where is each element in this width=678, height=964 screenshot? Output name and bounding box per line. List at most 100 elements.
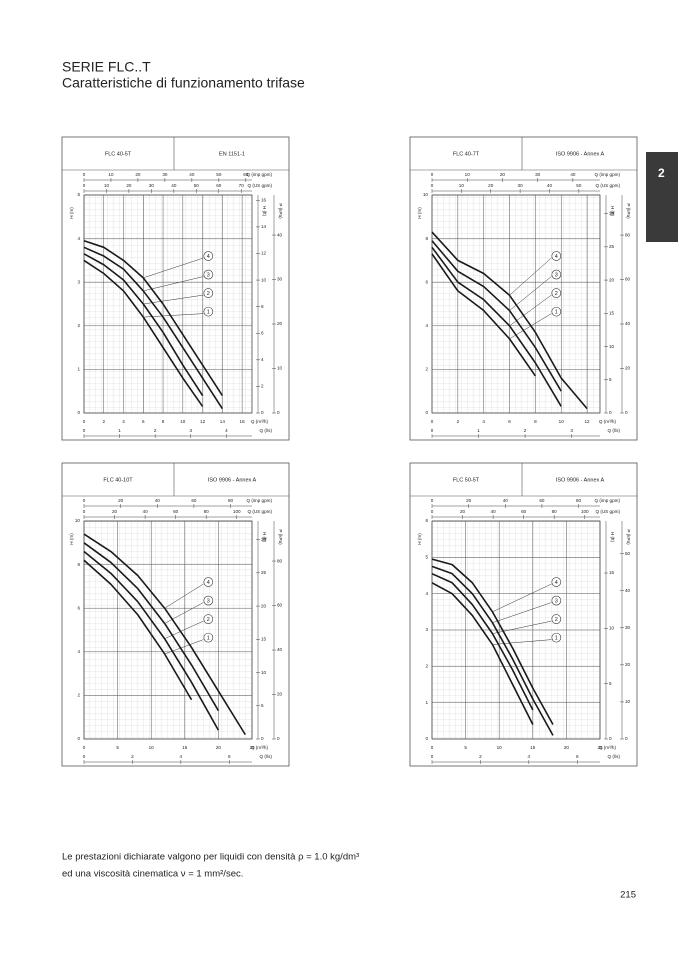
- pump-curve: [83, 253, 204, 396]
- tick-label: 2: [479, 754, 482, 759]
- curve-badge: [551, 577, 562, 587]
- x-tick-label: 0: [431, 419, 434, 424]
- tick-label: 30: [261, 537, 267, 542]
- tick-label: 40: [155, 498, 161, 503]
- tick-label: 0: [625, 410, 628, 415]
- tick-label: 20: [466, 498, 472, 503]
- axis-title: H (ft): [610, 532, 615, 543]
- y-tick-label: 1: [77, 367, 80, 372]
- pump-curve: [83, 240, 224, 396]
- x-tick-label: 15: [530, 745, 536, 750]
- footer-note: ed una viscosità cinematica ν = 1 mm²/se…: [62, 869, 243, 880]
- x-tick-label: 25: [249, 745, 255, 750]
- pump-curve: [83, 246, 224, 410]
- x-tick-label: 16: [240, 419, 246, 424]
- y-axis-title: H (m): [69, 533, 74, 545]
- leader-line: [143, 257, 204, 279]
- tick-label: 20: [460, 509, 466, 514]
- tick-label: 10: [609, 626, 615, 631]
- x-tick-label: 8: [534, 419, 537, 424]
- tick-label: 25: [261, 570, 267, 575]
- x-tick-label: 20: [564, 745, 570, 750]
- curve-label: 2: [555, 291, 558, 297]
- leader-line: [164, 602, 204, 624]
- tick-label: 6: [261, 330, 264, 335]
- tick-label: 50: [194, 183, 200, 188]
- tick-label: 0: [431, 428, 434, 433]
- tick-label: 80: [277, 558, 283, 563]
- x-tick-label: 10: [149, 745, 155, 750]
- curve-badge: [551, 595, 562, 606]
- tick-label: 0: [431, 754, 434, 759]
- tick-label: 6: [228, 754, 231, 759]
- axis-title: H (ft): [610, 206, 615, 217]
- chart-title: FLC 40-10T: [103, 477, 133, 483]
- tick-label: 5: [261, 703, 264, 708]
- leader-line: [492, 602, 552, 623]
- tick-label: 20: [625, 366, 631, 371]
- tick-label: 2: [524, 428, 527, 433]
- tick-label: 40: [277, 647, 283, 652]
- curve-badge: [551, 632, 562, 643]
- curve-badge: [551, 269, 562, 280]
- pump-curve: [431, 240, 562, 392]
- curve-badge: [551, 614, 562, 624]
- leader-line: [143, 313, 204, 318]
- tick-label: 0: [609, 410, 612, 415]
- tick-label: 1: [118, 428, 121, 433]
- y-tick-label: 0: [77, 410, 80, 415]
- x-tick-label: 4: [482, 419, 485, 424]
- tick-label: 2: [154, 428, 157, 433]
- curve-label: 2: [207, 291, 210, 297]
- axis-title: Q (imp gpm): [594, 498, 620, 503]
- leader-line: [164, 620, 204, 639]
- tick-label: 0: [83, 498, 86, 503]
- x-tick-label: 10: [559, 419, 565, 424]
- y-tick-label: 2: [425, 664, 428, 669]
- y-tick-label: 5: [425, 555, 428, 560]
- tick-label: 5: [609, 681, 612, 686]
- pump-curve: [83, 542, 220, 712]
- y-tick-label: 4: [77, 236, 80, 241]
- axis-title: Q (US gpm): [247, 509, 272, 514]
- tick-label: 80: [576, 498, 582, 503]
- y-tick-label: 3: [77, 279, 80, 284]
- x-tick-label: 0: [83, 745, 86, 750]
- tick-label: 50: [216, 172, 222, 177]
- tick-label: 14: [261, 224, 267, 229]
- chart-standard: ISO 9906 - Annex A: [208, 477, 257, 483]
- chart-frame: [61, 462, 290, 767]
- x-tick-label: 10: [180, 419, 186, 424]
- tick-label: 20: [625, 662, 631, 667]
- y-tick-label: 0: [77, 736, 80, 741]
- chart-standard: EN 1151-1: [219, 151, 245, 157]
- tick-label: 40: [625, 321, 631, 326]
- curve-label: 1: [555, 635, 558, 641]
- tick-label: 10: [261, 670, 267, 675]
- leader-line: [492, 583, 552, 613]
- axis-title: Q (l/s): [259, 754, 272, 759]
- axis-title: H (ft): [262, 532, 267, 543]
- pump-curve: [83, 259, 204, 407]
- curve-label: 2: [207, 617, 210, 623]
- tick-label: 60: [191, 498, 197, 503]
- x-tick-label: 12: [200, 419, 206, 424]
- axis-title: H (ft): [262, 206, 267, 217]
- footer-note: Le prestazioni dichiarate valgono per li…: [62, 852, 359, 863]
- page-number: 215: [620, 890, 636, 901]
- curve-label: 3: [555, 272, 558, 278]
- tick-label: 15: [609, 570, 615, 575]
- tick-label: 40: [171, 183, 177, 188]
- curve-badge: [551, 288, 562, 298]
- minor-grid: [83, 194, 253, 414]
- tick-label: 40: [143, 509, 149, 514]
- tick-label: 4: [180, 754, 183, 759]
- x-tick-label: 2: [102, 419, 105, 424]
- curve-badge: [203, 288, 214, 298]
- y-tick-label: 3: [425, 627, 428, 632]
- tick-label: 20: [277, 321, 283, 326]
- tick-label: 40: [570, 172, 576, 177]
- y-tick-label: 5: [77, 192, 80, 197]
- tick-label: 80: [552, 509, 558, 514]
